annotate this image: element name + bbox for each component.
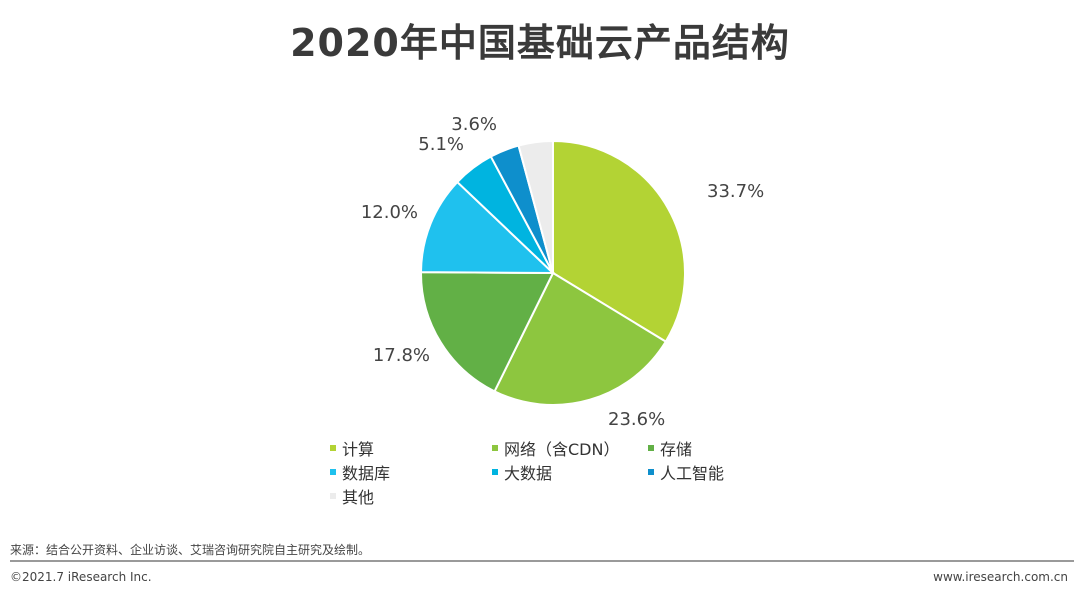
legend-label: 大数据: [504, 464, 553, 483]
website-link[interactable]: www.iresearch.com.cn: [933, 570, 1068, 584]
legend-label: 其他: [342, 488, 375, 507]
legend-swatch: [648, 445, 654, 451]
legend-swatch: [648, 469, 654, 475]
pie-slice-3: [419, 180, 556, 275]
data-label-3: 12.0%: [361, 202, 418, 223]
data-label-2: 17.8%: [373, 345, 430, 366]
legend-item-database: 数据库: [330, 460, 390, 484]
chart-title: 2020年中国基础云产品结构: [290, 21, 790, 65]
data-label-5: 3.6%: [451, 114, 497, 135]
legend-item-network: 网络（含CDN）: [492, 436, 619, 460]
pie-slice-2: [419, 271, 555, 393]
data-label-4: 5.1%: [418, 134, 464, 155]
legend-swatch: [492, 445, 498, 451]
data-label-1: 23.6%: [608, 409, 665, 430]
legend-swatch: [330, 445, 336, 451]
legend-label: 网络（含CDN）: [504, 440, 620, 459]
legend-item-compute: 计算: [330, 436, 374, 460]
legend-label: 计算: [342, 440, 375, 459]
source-note: 来源：结合公开资料、企业访谈、艾瑞咨询研究院自主研究及绘制。: [10, 543, 371, 557]
pie-slice-0: [552, 139, 686, 343]
legend-label: 数据库: [342, 464, 391, 483]
pie-chart: 33.7% 23.6% 17.8% 12.0% 5.1%3.6%: [361, 114, 764, 430]
legend-swatch: [330, 493, 336, 499]
legend-swatch: [330, 469, 336, 475]
legend-item-storage: 存储: [648, 436, 692, 460]
legend-item-ai: 人工智能: [648, 460, 724, 484]
data-label-0: 33.7%: [707, 181, 764, 202]
legend-label: 人工智能: [660, 464, 725, 483]
footer-divider: [10, 560, 1074, 562]
legend-item-bigdata: 大数据: [492, 460, 552, 484]
legend-item-other: 其他: [330, 484, 374, 508]
legend-label: 存储: [660, 440, 693, 459]
pie-slice-6: [517, 139, 554, 274]
legend-swatch: [492, 469, 498, 475]
copyright: ©2021.7 iResearch Inc.: [10, 570, 152, 584]
